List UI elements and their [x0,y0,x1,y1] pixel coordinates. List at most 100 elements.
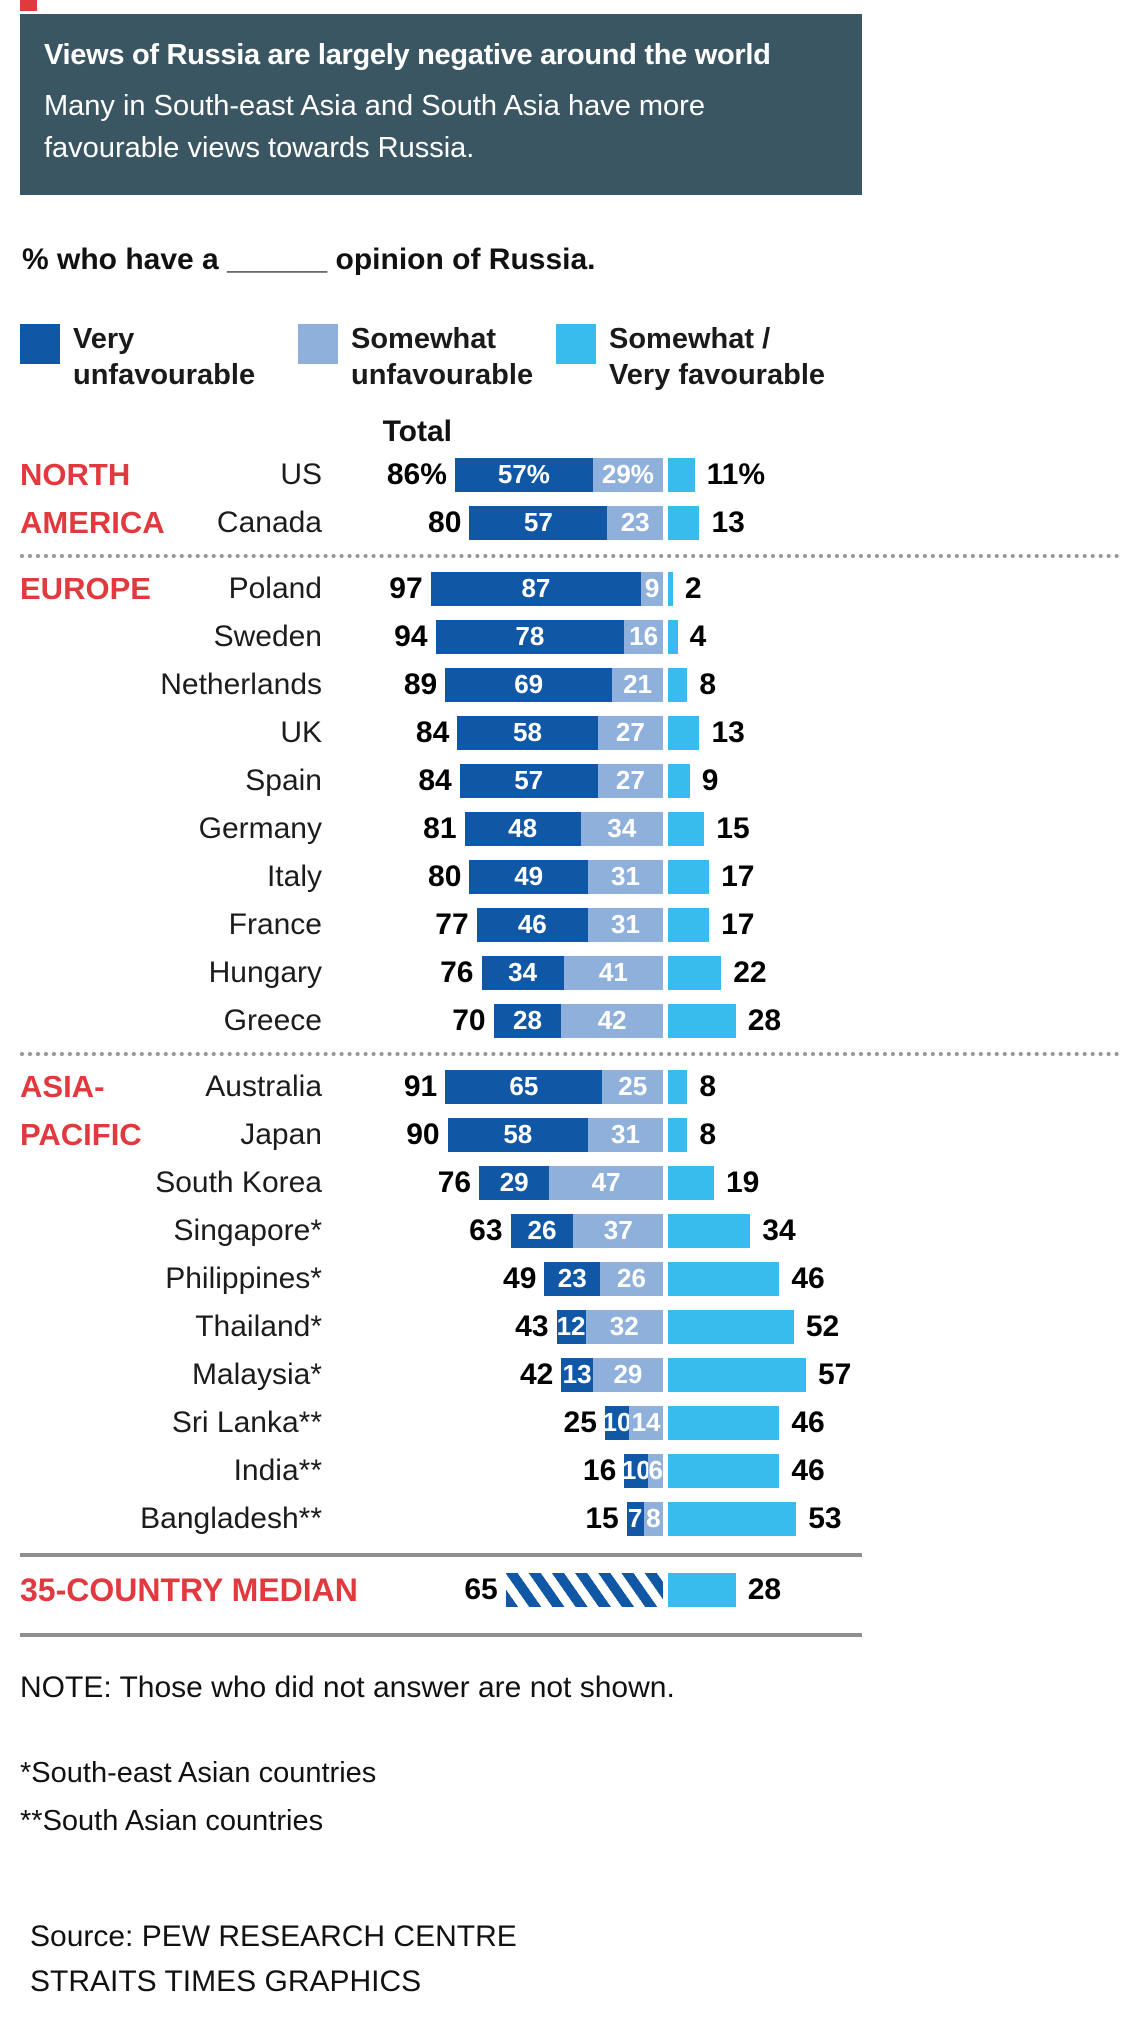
country-label: Italy [266,859,322,893]
favourable-bar [668,1117,688,1152]
country-label: Japan [240,1117,322,1151]
favourable-bar [668,1453,780,1488]
divider-line-top [20,1552,862,1557]
very-unfavourable-segment: 58 [447,1117,588,1152]
very-unfavourable-segment: 29 [479,1165,550,1200]
somewhat-unfavourable-segment: 34 [580,811,663,846]
source-line: Source: PEW RESEARCH CENTRE [30,1920,517,1954]
note-text: NOTE: Those who did not answer are not s… [20,1670,675,1704]
favourable-bar [668,811,705,846]
very-unfavourable-segment: 87 [430,571,642,606]
favourable-swatch-icon [556,323,596,364]
somewhat-unfavourable-segment: 37 [573,1213,663,1248]
favourable-value: 46 [791,1261,825,1295]
chart-row: Bangladesh** 15 7 8 53 [0,1495,1140,1543]
very-unfavourable-segment: 65 [445,1069,603,1104]
favourable-bar [668,457,695,492]
somewhat-unfavourable-segment: 31 [587,859,663,894]
unfavourable-bar: 34 41 [481,955,664,990]
region-label: ASIA- PACIFIC [20,1063,142,1159]
legend-item-somewhat-unfavourable: Somewhat unfavourable [298,321,556,393]
country-label: Germany [198,811,322,845]
very-unfavourable-segment: 57 [459,763,598,798]
favourable-value: 46 [791,1453,825,1487]
unfavourable-bar: 58 27 [457,715,663,750]
favourable-bar [668,667,688,702]
unfavourable-bar: 65 25 [445,1069,663,1104]
total-value: 63 [469,1213,503,1247]
total-value: 43 [515,1309,549,1343]
favourable-value: 15 [716,811,750,845]
total-column-header: Total [382,414,452,448]
somewhat-unfavourable-segment: 29% [592,457,663,492]
unfavourable-bar: 29 47 [479,1165,663,1200]
country-label: France [228,907,322,941]
country-label: Malaysia* [191,1357,322,1391]
unfavourable-bar: 57% 29% [454,457,663,492]
favourable-bar [668,505,700,540]
country-label: Greece [223,1003,322,1037]
somewhat-unfavourable-segment: 21 [612,667,663,702]
chart-row: France 77 46 31 17 [0,901,1140,949]
total-value: 70 [452,1003,486,1037]
favourable-value: 8 [699,1117,717,1151]
chart-row: Singapore* 63 26 37 34 [0,1207,1140,1255]
page-title: Views of Russia are largely negative aro… [44,39,771,71]
chart: Total NORTH AMERICA US 86% 57% 29% 11% Canada 80… [0,405,1140,1637]
divider-line-bottom [20,1632,862,1637]
total-value: 80 [428,859,462,893]
chart-row: Philippines* 49 23 26 46 [0,1255,1140,1303]
favourable-value: 13 [711,715,745,749]
median-label: 35-COUNTRY MEDIAN [20,1571,358,1608]
country-label: Singapore* [173,1213,322,1247]
median-row: 35-COUNTRY MEDIAN 65 28 [0,1557,1140,1623]
unfavourable-bar: 10 6 [622,1453,663,1488]
chart-row: Australia 91 65 25 8 [0,1063,1140,1111]
somewhat-unfavourable-segment: 25 [602,1069,663,1104]
total-value: 81 [423,811,457,845]
total-value: 49 [503,1261,537,1295]
somewhat-unfavourable-swatch-icon [298,323,338,364]
median-favourable-value: 28 [747,1572,782,1606]
chart-row: Germany 81 48 34 15 [0,805,1140,853]
unfavourable-bar: 87 9 [430,571,663,606]
very-unfavourable-segment: 57% [454,457,593,492]
region-group: ASIA- PACIFIC Australia 91 65 25 8 Japan 90 58 31 8… [0,1063,1140,1543]
unfavourable-bar: 10 14 [603,1405,663,1440]
footnote-south-asia: **South Asian countries [20,1805,324,1838]
favourable-value: 17 [721,907,755,941]
unfavourable-bar: 28 42 [493,1003,663,1038]
region-label-line: ASIA- [20,1068,105,1104]
group-separator [20,553,1120,558]
group-separator [20,1051,1120,1056]
very-unfavourable-segment: 10 [603,1405,631,1440]
somewhat-unfavourable-segment: 8 [643,1501,663,1536]
favourable-bar [668,619,678,654]
unfavourable-bar: 78 16 [435,619,663,654]
favourable-value: 53 [808,1501,842,1535]
somewhat-unfavourable-segment: 32 [585,1309,663,1344]
favourable-bar [668,955,722,990]
favourable-value: 2 [684,571,702,605]
legend-label: Somewhat unfavourable [351,321,533,393]
somewhat-unfavourable-segment: 31 [587,1117,663,1152]
legend: Very unfavourable Somewhat unfavourable … [20,321,1140,393]
total-value: 84 [415,715,450,749]
chart-row: Greece 70 28 42 28 [0,997,1140,1045]
legend-label-line: Very favourable [609,358,825,391]
chart-row: Netherlands 89 69 21 8 [0,661,1140,709]
very-unfavourable-segment: 10 [622,1453,651,1488]
country-label: Hungary [208,955,322,989]
unfavourable-bar: 46 31 [476,907,663,942]
favourable-value: 4 [689,619,707,653]
unfavourable-bar: 49 31 [469,859,663,894]
favourable-bar [668,1003,736,1038]
legend-label-line: Somewhat [351,322,497,355]
page-subtitle: Many in South-east Asia and South Asia h… [44,89,705,164]
favourable-value: 8 [699,667,717,701]
total-value: 42 [519,1357,554,1391]
favourable-value: 52 [805,1309,840,1343]
total-value: 90 [406,1117,440,1151]
very-unfavourable-segment: 12 [556,1309,586,1344]
